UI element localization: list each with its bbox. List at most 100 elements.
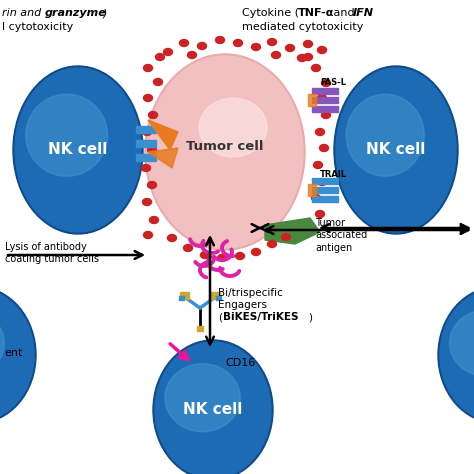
- Ellipse shape: [142, 164, 151, 172]
- Ellipse shape: [144, 94, 153, 101]
- Ellipse shape: [147, 182, 156, 189]
- Ellipse shape: [313, 162, 322, 168]
- Ellipse shape: [449, 310, 474, 376]
- Bar: [216, 296, 221, 300]
- Text: IFN: IFN: [353, 8, 374, 18]
- Bar: [312, 106, 338, 112]
- Ellipse shape: [198, 43, 207, 49]
- Text: Cytokine (: Cytokine (: [242, 8, 299, 18]
- Text: Lysis of antibody
coating tumor cells: Lysis of antibody coating tumor cells: [5, 242, 99, 264]
- Text: FAS-L: FAS-L: [320, 78, 346, 87]
- Ellipse shape: [145, 54, 305, 250]
- Text: ): ): [103, 8, 108, 18]
- Ellipse shape: [147, 146, 156, 154]
- Text: CD16: CD16: [225, 358, 255, 368]
- Ellipse shape: [267, 38, 276, 46]
- Ellipse shape: [318, 46, 327, 54]
- Text: Tumor
associated
antigen: Tumor associated antigen: [315, 218, 367, 253]
- Ellipse shape: [144, 64, 153, 72]
- Text: Bi/trispecific
Engagers: Bi/trispecific Engagers: [218, 288, 283, 310]
- Ellipse shape: [153, 340, 273, 474]
- Ellipse shape: [252, 248, 261, 255]
- Bar: [197, 326, 203, 331]
- Ellipse shape: [319, 145, 328, 152]
- Ellipse shape: [321, 111, 330, 118]
- Bar: [312, 196, 338, 202]
- Ellipse shape: [285, 45, 294, 52]
- Ellipse shape: [282, 234, 291, 240]
- Text: Tumor cell: Tumor cell: [186, 140, 264, 154]
- Ellipse shape: [199, 98, 267, 157]
- Ellipse shape: [216, 36, 225, 44]
- Bar: [211, 292, 220, 299]
- Ellipse shape: [318, 94, 327, 101]
- Ellipse shape: [154, 79, 163, 85]
- Ellipse shape: [155, 342, 271, 474]
- Ellipse shape: [147, 56, 303, 248]
- Ellipse shape: [252, 44, 261, 51]
- Ellipse shape: [236, 253, 245, 259]
- Ellipse shape: [438, 287, 474, 423]
- Polygon shape: [148, 148, 178, 168]
- Text: NK cell: NK cell: [183, 402, 243, 418]
- Ellipse shape: [311, 194, 320, 201]
- Ellipse shape: [311, 64, 320, 72]
- Ellipse shape: [303, 54, 312, 61]
- Bar: [312, 88, 338, 94]
- Text: TNF-α: TNF-α: [298, 8, 334, 18]
- Text: granzyme: granzyme: [45, 8, 107, 18]
- Ellipse shape: [148, 111, 157, 118]
- Ellipse shape: [167, 235, 176, 241]
- Text: TRAIL: TRAIL: [320, 170, 347, 179]
- Ellipse shape: [0, 287, 36, 423]
- Bar: [308, 94, 316, 106]
- Ellipse shape: [183, 245, 192, 252]
- Text: and: and: [330, 8, 358, 18]
- Ellipse shape: [155, 54, 164, 61]
- Bar: [136, 140, 156, 147]
- Ellipse shape: [334, 66, 458, 234]
- Ellipse shape: [346, 94, 424, 176]
- Ellipse shape: [144, 231, 153, 238]
- Ellipse shape: [201, 252, 210, 258]
- Text: l cytotoxicity: l cytotoxicity: [2, 22, 73, 32]
- Text: BiKES/TriKES: BiKES/TriKES: [223, 312, 299, 322]
- Bar: [136, 126, 156, 133]
- Bar: [179, 296, 184, 300]
- Ellipse shape: [267, 240, 276, 247]
- Ellipse shape: [336, 68, 456, 232]
- Ellipse shape: [149, 217, 158, 224]
- Ellipse shape: [26, 94, 108, 176]
- Ellipse shape: [180, 39, 189, 46]
- Ellipse shape: [143, 128, 152, 136]
- Text: NK cell: NK cell: [366, 143, 426, 157]
- Ellipse shape: [13, 66, 143, 234]
- Bar: [312, 187, 338, 193]
- Ellipse shape: [440, 289, 474, 421]
- Ellipse shape: [165, 364, 240, 432]
- Text: NK cell: NK cell: [48, 143, 108, 157]
- Bar: [180, 292, 189, 299]
- Ellipse shape: [0, 289, 34, 421]
- Ellipse shape: [321, 80, 330, 86]
- Polygon shape: [148, 120, 178, 150]
- Ellipse shape: [318, 179, 327, 185]
- Ellipse shape: [316, 210, 325, 218]
- Bar: [312, 97, 338, 103]
- Ellipse shape: [303, 40, 312, 47]
- Text: mediated cytotoxicity: mediated cytotoxicity: [242, 22, 364, 32]
- Text: ent: ent: [4, 348, 22, 358]
- Bar: [308, 184, 316, 196]
- Ellipse shape: [143, 199, 152, 206]
- Bar: [312, 178, 338, 184]
- Ellipse shape: [316, 128, 325, 136]
- Ellipse shape: [15, 68, 141, 232]
- Ellipse shape: [272, 52, 281, 58]
- Ellipse shape: [188, 52, 197, 58]
- Ellipse shape: [298, 55, 307, 62]
- Polygon shape: [265, 218, 320, 244]
- Ellipse shape: [164, 48, 173, 55]
- Text: (: (: [218, 312, 222, 322]
- Bar: [136, 154, 156, 161]
- Text: rin and: rin and: [2, 8, 45, 18]
